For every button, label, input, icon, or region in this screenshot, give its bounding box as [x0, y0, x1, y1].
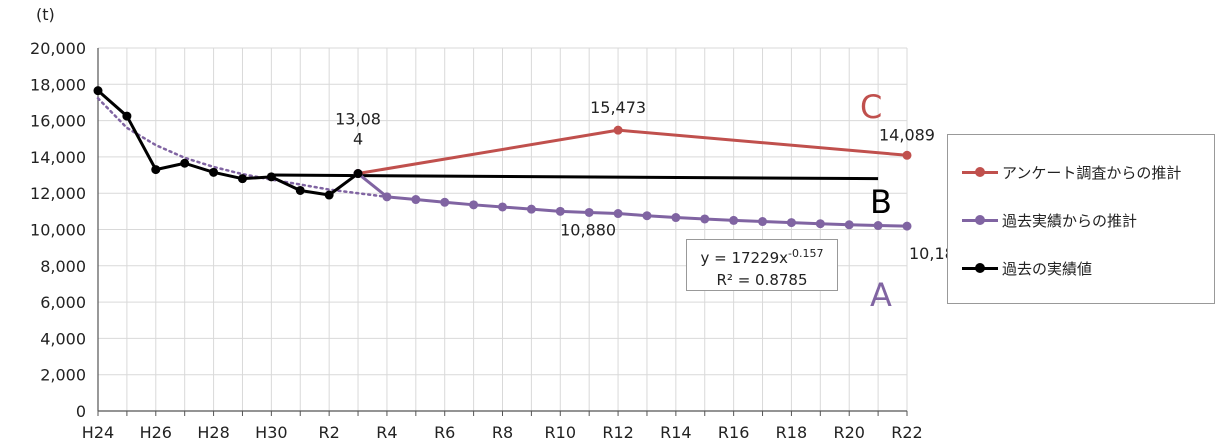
y-tick-label: 2,000	[40, 366, 86, 385]
y-tick-label: 18,000	[30, 75, 86, 94]
y-tick-label: 10,000	[30, 221, 86, 240]
unit-label: (t)	[36, 5, 55, 24]
series-past-estimate-point	[526, 204, 536, 214]
series-past-estimate-point	[411, 195, 421, 205]
y-tick-label: 16,000	[30, 112, 86, 131]
x-tick-label: R20	[833, 423, 864, 442]
legend-item-actual: 過去の実績値	[962, 257, 1092, 279]
series-past-estimate-point	[584, 207, 594, 217]
series-past-estimate-point	[700, 214, 710, 224]
trendline	[96, 97, 389, 199]
y-tick-label: 12,000	[30, 184, 86, 203]
series-actual-point	[324, 190, 334, 200]
axes	[97, 48, 908, 416]
series-past-estimate-point	[613, 209, 623, 219]
x-tick-label: R12	[602, 423, 633, 442]
trendline-equation: y = 17229x-0.157 R² = 0.8785	[686, 239, 838, 291]
equation-line-2: R² = 0.8785	[716, 271, 808, 289]
data-label: 10,880	[560, 221, 616, 240]
legend-label-past-estimate: 過去実績からの推計	[1002, 211, 1138, 230]
legend-label-actual: 過去の実績値	[1002, 259, 1093, 278]
series-past-estimate-point	[729, 215, 739, 225]
x-tick-label: R16	[718, 423, 749, 442]
x-tick-label: R22	[891, 423, 922, 442]
series-actual-point	[151, 165, 161, 175]
series-actual-point	[353, 169, 363, 179]
legend-swatch-survey	[962, 161, 998, 183]
series-actual-line	[97, 89, 359, 197]
y-tick-label: 6,000	[40, 293, 86, 312]
series-survey-estimate-point	[902, 150, 912, 160]
x-tick-label: R2	[318, 423, 339, 442]
y-tick-label: 8,000	[40, 257, 86, 276]
series-survey-estimate-point	[613, 125, 623, 135]
series-past-estimate-point	[902, 221, 912, 231]
series-past-estimate-point	[786, 218, 796, 228]
series-past-estimate-point	[382, 192, 392, 202]
grid-lines	[98, 47, 908, 411]
x-tick-label: H26	[140, 423, 172, 442]
annotation-a: A	[870, 276, 892, 314]
series-past-estimate-point	[758, 217, 768, 227]
x-tick-label: H28	[197, 423, 229, 442]
y-tick-label: 14,000	[30, 148, 86, 167]
series-past-estimate-point	[873, 221, 883, 231]
data-label: 14,089	[879, 125, 935, 144]
series-past-estimate-point	[642, 211, 652, 221]
x-tick-label: R8	[492, 423, 513, 442]
series-actual-point	[180, 158, 190, 168]
x-tick-label: R6	[434, 423, 455, 442]
series-past-estimate-point	[498, 202, 507, 212]
x-tick-label: R4	[376, 423, 397, 442]
data-label: 4	[353, 130, 363, 149]
series-past-estimate-point	[844, 220, 854, 230]
data-label: 15,473	[590, 98, 646, 117]
series-past-estimate-line	[357, 172, 908, 228]
y-tick-label: 20,000	[30, 39, 86, 58]
series-past-estimate-point	[555, 206, 565, 216]
annotation-b: B	[870, 183, 892, 221]
series-actual-point	[122, 111, 132, 121]
legend-swatch-actual	[962, 257, 998, 279]
series-survey-estimate-line	[357, 128, 908, 176]
legend-swatch-past-estimate	[962, 209, 998, 231]
series-actual-point	[93, 86, 103, 96]
series-actual-point	[209, 167, 219, 177]
x-tick-label: R14	[660, 423, 691, 442]
x-tick-label: H30	[255, 423, 287, 442]
x-tick-label: H24	[82, 423, 114, 442]
equation-line-1: y = 17229x-0.157	[700, 247, 824, 267]
series-past-estimate-point	[469, 200, 479, 210]
legend-label-survey: アンケート調査からの推計	[1002, 163, 1182, 182]
series-lines	[93, 86, 912, 231]
series-actual-point	[266, 172, 276, 182]
y-tick-label: 0	[76, 402, 86, 421]
x-tick-labels: H24 H26 H28 H30 R2 R4 R6 R8 R10 R12 R14 R16 R18 R20 R2…	[82, 423, 923, 442]
series-past-estimate-point	[671, 213, 681, 223]
x-tick-label: R18	[776, 423, 807, 442]
legend-item-past-estimate: 過去実績からの推計	[962, 209, 1137, 231]
series-past-estimate-point	[815, 219, 825, 229]
legend-item-survey: アンケート調査からの推計	[962, 161, 1181, 183]
x-tick-label: R10	[545, 423, 576, 442]
series-past-estimate-point	[440, 197, 450, 207]
annotation-c: C	[860, 88, 882, 126]
series-actual-point	[295, 185, 305, 195]
y-tick-label: 4,000	[40, 329, 86, 348]
series-actual-point	[237, 174, 247, 184]
legend: アンケート調査からの推計 過去実績からの推計 過去の実績値	[947, 134, 1215, 304]
y-tick-labels: 0 2,000 4,000 6,000 8,000 10,000 12,000 14,000 1…	[30, 39, 86, 421]
reference-line-b	[271, 173, 879, 181]
data-label: 13,08	[335, 110, 381, 129]
